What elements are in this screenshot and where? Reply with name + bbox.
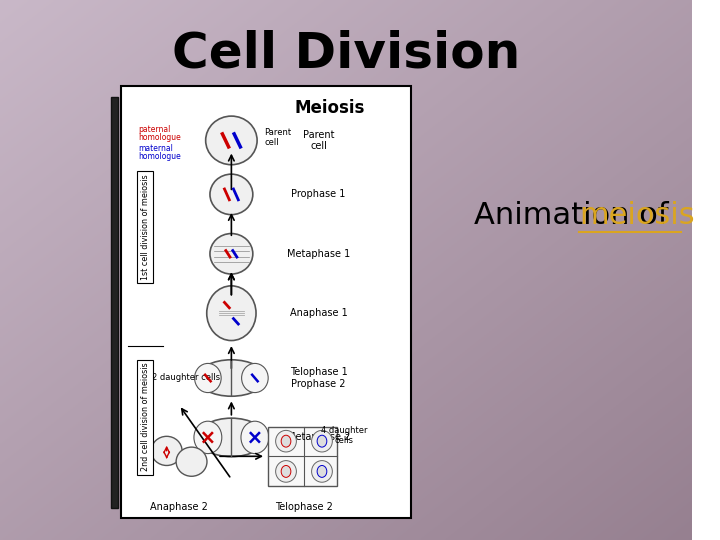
Text: Metaphase 2: Metaphase 2 bbox=[287, 433, 350, 442]
Ellipse shape bbox=[282, 465, 291, 477]
Ellipse shape bbox=[210, 293, 253, 333]
Ellipse shape bbox=[197, 418, 266, 457]
FancyBboxPatch shape bbox=[121, 86, 411, 518]
Ellipse shape bbox=[317, 465, 327, 477]
Ellipse shape bbox=[241, 421, 269, 454]
Text: Telophase 2: Telophase 2 bbox=[275, 502, 333, 511]
Text: 4 daughter
cells: 4 daughter cells bbox=[321, 426, 367, 445]
Ellipse shape bbox=[242, 363, 268, 393]
Ellipse shape bbox=[312, 430, 333, 452]
Text: Anaphase 2: Anaphase 2 bbox=[150, 502, 208, 511]
Text: homologue: homologue bbox=[138, 152, 181, 161]
Ellipse shape bbox=[194, 421, 222, 454]
Text: 2 daughter cells: 2 daughter cells bbox=[152, 374, 220, 382]
Text: homologue: homologue bbox=[138, 133, 181, 143]
Ellipse shape bbox=[197, 360, 266, 396]
Ellipse shape bbox=[317, 435, 327, 447]
Ellipse shape bbox=[276, 430, 297, 452]
Text: maternal: maternal bbox=[138, 144, 174, 153]
Ellipse shape bbox=[207, 286, 256, 341]
Text: 1st cell division of meiosis: 1st cell division of meiosis bbox=[140, 174, 150, 280]
FancyBboxPatch shape bbox=[268, 427, 337, 486]
Ellipse shape bbox=[206, 116, 257, 165]
Ellipse shape bbox=[282, 435, 291, 447]
Text: paternal: paternal bbox=[138, 125, 171, 134]
Text: meiosis: meiosis bbox=[579, 201, 694, 231]
Text: Animation of: Animation of bbox=[474, 201, 678, 231]
Ellipse shape bbox=[276, 461, 297, 482]
Ellipse shape bbox=[312, 461, 333, 482]
Text: 2nd cell division of meiosis: 2nd cell division of meiosis bbox=[140, 363, 150, 471]
Text: Cell Division: Cell Division bbox=[171, 30, 520, 78]
Text: Parent
cell: Parent cell bbox=[303, 130, 334, 151]
Text: Metaphase 1: Metaphase 1 bbox=[287, 249, 350, 259]
FancyBboxPatch shape bbox=[112, 97, 118, 508]
Ellipse shape bbox=[210, 174, 253, 214]
Text: Telophase 1
Prophase 2: Telophase 1 Prophase 2 bbox=[289, 367, 347, 389]
Ellipse shape bbox=[194, 363, 221, 393]
Text: Anaphase 1: Anaphase 1 bbox=[289, 308, 347, 318]
Text: Prophase 1: Prophase 1 bbox=[292, 190, 346, 199]
Ellipse shape bbox=[151, 436, 182, 465]
Text: Parent
cell: Parent cell bbox=[264, 128, 291, 147]
Text: Meiosis: Meiosis bbox=[295, 99, 365, 117]
Ellipse shape bbox=[176, 447, 207, 476]
Ellipse shape bbox=[210, 233, 253, 274]
